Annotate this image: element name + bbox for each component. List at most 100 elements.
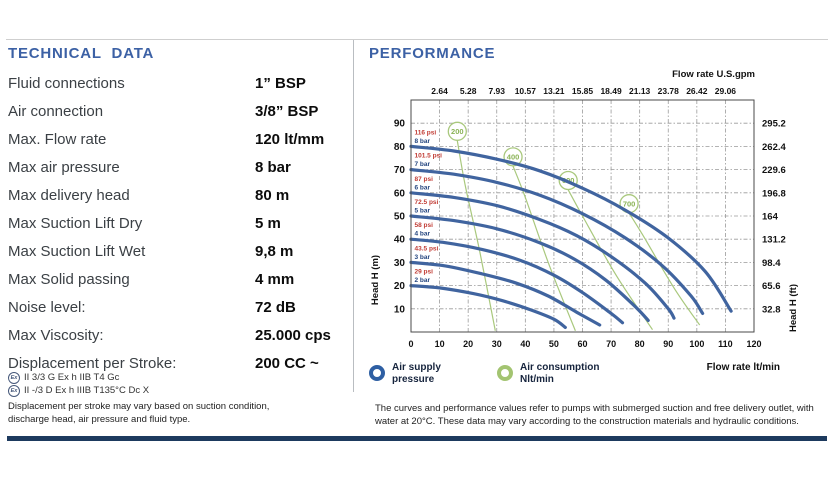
tick-right-ft: 229.6 <box>762 165 786 176</box>
spec-value: 200 CC ~ <box>255 355 319 372</box>
tick-right-ft: 32.8 <box>762 304 781 315</box>
bar-label: 3 bar <box>415 254 431 261</box>
bar-label: 2 bar <box>415 277 431 284</box>
tick-top-gpm: 21.13 <box>629 86 651 96</box>
pressure-curve-6-bar <box>409 191 676 320</box>
psi-label: 87 psi <box>415 176 434 183</box>
legend-air-consumption: Air consumption Nlt/min <box>497 362 599 385</box>
spec-row: Max Suction Lift Wet 9,8 m <box>8 237 346 265</box>
atex-code: II 3/3 G Ex h IIB T4 Gc <box>24 372 120 383</box>
tick-left-m: 30 <box>394 258 406 269</box>
legend-air-supply-pressure: Air supply pressure <box>369 362 441 385</box>
spec-row: Noise level: 72 dB <box>8 293 346 321</box>
bar-label: 5 bar <box>415 208 431 215</box>
tick-bottom-ltmin: 30 <box>492 339 502 349</box>
tick-left-m: 40 <box>394 235 406 246</box>
tick-bottom-ltmin: 120 <box>746 339 761 349</box>
tick-bottom-ltmin: 70 <box>606 339 616 349</box>
tick-right-ft: 164 <box>762 212 779 223</box>
performance-footnote: The curves and performance values refer … <box>375 403 814 427</box>
bottom-navy-bar <box>7 436 827 441</box>
tick-bottom-ltmin: 100 <box>689 339 704 349</box>
spec-value: 9,8 m <box>255 243 294 260</box>
tick-top-gpm: 23.78 <box>658 86 680 96</box>
ex-hexagon-icon: Ex <box>8 384 20 397</box>
spec-value: 120 lt/mm <box>255 131 325 148</box>
column-divider <box>353 40 354 392</box>
head-m-axis-label: Head H (m) <box>370 255 381 305</box>
tick-right-ft: 196.8 <box>762 188 786 199</box>
psi-label: 101.5 psi <box>415 153 443 160</box>
legend-air-consumption-line1: Air consumption <box>520 362 600 373</box>
head-ft-axis-label: Head H (ft) <box>788 284 799 332</box>
technical-data-footnote: Displacement per stroke may vary based o… <box>8 401 270 425</box>
pressure-curve-8-bar <box>409 144 733 313</box>
tick-bottom-ltmin: 10 <box>435 339 445 349</box>
tick-left-m: 10 <box>394 304 406 315</box>
spec-label: Displacement per Stroke: <box>8 355 177 372</box>
spec-value: 72 dB <box>255 299 296 316</box>
spec-row: Air connection 3/8” BSP <box>8 97 346 125</box>
spec-row: Displacement per Stroke: 200 CC ~ <box>8 349 346 377</box>
legend-air-consumption-line2: Nlt/min <box>520 373 554 385</box>
tick-top-gpm: 26.42 <box>686 86 708 96</box>
bar-label: 6 bar <box>415 184 431 191</box>
tick-left-m: 90 <box>394 119 406 130</box>
spec-row: Max Solid passing 4 mm <box>8 265 346 293</box>
psi-label: 58 psi <box>415 222 434 229</box>
tick-bottom-ltmin: 90 <box>663 339 673 349</box>
tick-top-gpm: 2.64 <box>431 86 448 96</box>
bar-label: 7 bar <box>415 161 431 168</box>
spec-value: 8 bar <box>255 159 291 176</box>
spec-value: 3/8” BSP <box>255 103 319 120</box>
spec-label: Max Suction Lift Dry <box>8 215 143 232</box>
ex-hexagon-icon: Ex <box>8 371 20 384</box>
tick-right-ft: 131.2 <box>762 235 786 246</box>
tick-bottom-ltmin: 60 <box>577 339 587 349</box>
spec-row: Max delivery head 80 m <box>8 181 346 209</box>
tick-bottom-ltmin: 110 <box>718 339 733 349</box>
tick-right-ft: 295.2 <box>762 119 786 130</box>
air-consumption-circle <box>447 121 467 141</box>
green-ring-icon <box>497 365 513 381</box>
spec-label: Air connection <box>8 103 104 120</box>
tick-left-m: 50 <box>394 212 406 223</box>
pressure-curve-2-bar <box>409 284 567 329</box>
spec-row: Max Suction Lift Dry 5 m <box>8 209 346 237</box>
blue-ring-icon <box>369 365 385 381</box>
psi-label: 72.5 psi <box>415 199 439 206</box>
flow-rate-gpm-label: Flow rate U.S.gpm <box>672 69 755 80</box>
tick-right-ft: 262.4 <box>762 142 786 153</box>
tick-left-m: 80 <box>394 142 406 153</box>
tick-bottom-ltmin: 0 <box>408 339 413 349</box>
atex-line: Ex II -/3 D Ex h IIIB T135°C Dc X <box>8 384 149 397</box>
air-consumption-value: 700 <box>623 199 636 208</box>
technical-data-rows: Fluid connections 1” BSP Air connection 3/8… <box>8 69 346 377</box>
spec-value: 5 m <box>255 215 281 232</box>
spec-label: Max delivery head <box>8 187 130 204</box>
tick-bottom-ltmin: 80 <box>635 339 645 349</box>
bar-label: 4 bar <box>415 231 431 238</box>
pressure-curve-7-bar <box>409 168 705 315</box>
spec-row: Fluid connections 1” BSP <box>8 69 346 97</box>
spec-label: Max Suction Lift Wet <box>8 243 146 260</box>
tick-right-ft: 65.6 <box>762 281 781 292</box>
tick-top-gpm: 15.85 <box>572 86 594 96</box>
spec-label: Fluid connections <box>8 75 125 92</box>
spec-row: Max air pressure 8 bar <box>8 153 346 181</box>
technical-data-title: TECHNICAL DATA <box>8 45 155 62</box>
top-divider-rule <box>6 39 828 40</box>
spec-value: 1” BSP <box>255 75 306 92</box>
flow-rate-lt-min-label: Flow rate lt/min <box>706 362 780 373</box>
spec-row: Max. Flow rate 120 lt/mm <box>8 125 346 153</box>
spec-value: 25.000 cps <box>255 327 331 344</box>
tick-top-gpm: 13.21 <box>543 86 565 96</box>
spec-value: 4 mm <box>255 271 295 288</box>
air-consumption-line <box>512 165 576 332</box>
performance-title: PERFORMANCE <box>369 45 496 62</box>
psi-label: 116 psi <box>415 129 437 136</box>
atex-certification-lines: Ex II 3/3 G Ex h IIB T4 Gc Ex II -/3 D Ex h… <box>8 371 149 397</box>
pressure-curve-3-bar <box>409 260 602 327</box>
psi-label: 29 psi <box>415 269 434 276</box>
